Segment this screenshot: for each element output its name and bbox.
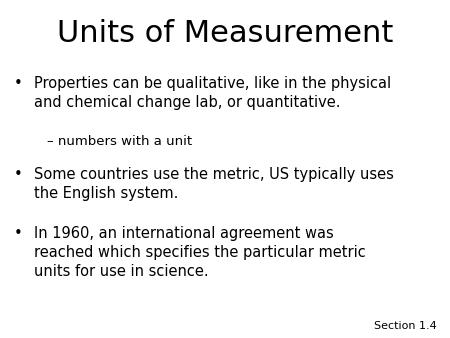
- Text: – numbers with a unit: – numbers with a unit: [47, 135, 193, 148]
- Text: Properties can be qualitative, like in the physical
and chemical change lab, or : Properties can be qualitative, like in t…: [34, 76, 391, 110]
- Text: Units of Measurement: Units of Measurement: [57, 19, 393, 48]
- Text: Section 1.4: Section 1.4: [374, 321, 436, 331]
- Text: Some countries use the metric, US typically uses
the English system.: Some countries use the metric, US typica…: [34, 167, 394, 201]
- Text: •: •: [14, 76, 22, 91]
- Text: In 1960, an international agreement was
reached which specifies the particular m: In 1960, an international agreement was …: [34, 226, 365, 279]
- Text: •: •: [14, 167, 22, 182]
- Text: •: •: [14, 226, 22, 241]
